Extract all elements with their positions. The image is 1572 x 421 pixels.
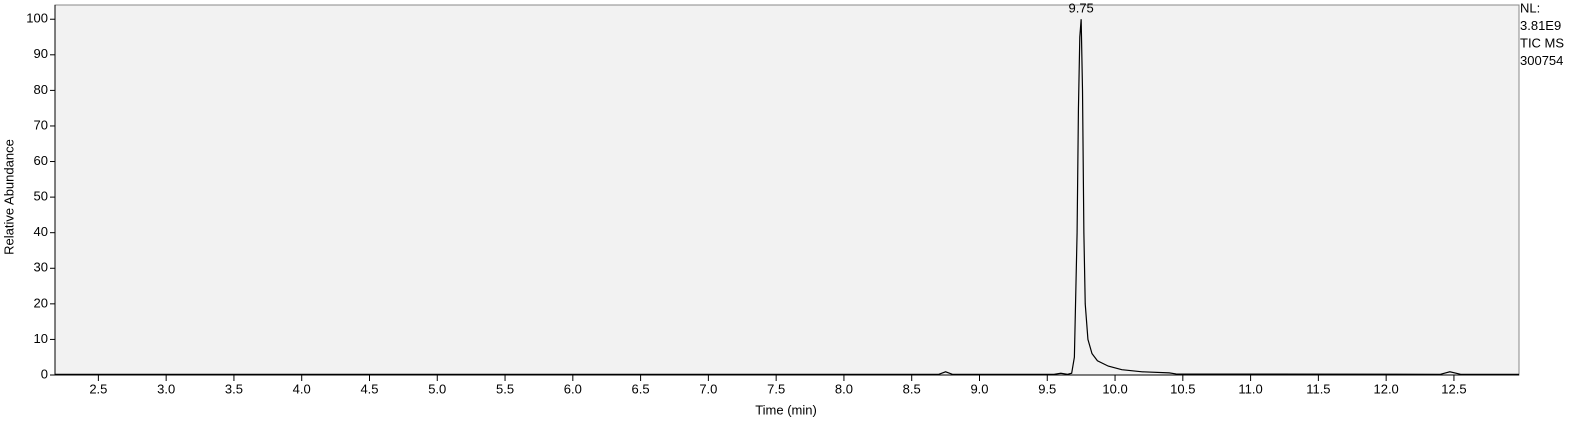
x-tick-label: 9.0 — [970, 381, 988, 396]
y-tick-label: 70 — [34, 117, 48, 132]
side-info: 300754 — [1520, 53, 1563, 68]
x-tick-label: 12.0 — [1373, 381, 1398, 396]
x-tick-label: 9.5 — [1038, 381, 1056, 396]
y-tick-label: 100 — [26, 11, 48, 26]
x-tick-label: 6.5 — [632, 381, 650, 396]
x-tick-label: 6.0 — [564, 381, 582, 396]
x-tick-label: 5.0 — [428, 381, 446, 396]
x-tick-label: 12.5 — [1441, 381, 1466, 396]
y-tick-label: 20 — [34, 295, 48, 310]
x-tick-label: 8.0 — [835, 381, 853, 396]
x-tick-label: 2.5 — [89, 381, 107, 396]
y-tick-label: 10 — [34, 331, 48, 346]
x-tick-label: 11.0 — [1238, 381, 1262, 396]
side-info: 3.81E9 — [1520, 18, 1561, 33]
x-tick-label: 5.5 — [496, 381, 514, 396]
x-tick-label: 10.5 — [1170, 381, 1195, 396]
y-tick-label: 60 — [34, 153, 48, 168]
x-tick-label: 7.5 — [767, 381, 785, 396]
side-info: NL: — [1520, 0, 1540, 15]
y-axis-label: Relative Abundance — [1, 139, 16, 255]
side-info: TIC MS — [1520, 35, 1564, 50]
y-tick-label: 40 — [34, 224, 48, 239]
y-tick-label: 0 — [41, 366, 48, 381]
x-tick-label: 8.5 — [903, 381, 921, 396]
y-tick-label: 50 — [34, 189, 48, 204]
y-tick-label: 30 — [34, 260, 48, 275]
peak-label: 9.75 — [1068, 1, 1093, 16]
x-tick-label: 4.0 — [293, 381, 311, 396]
x-tick-label: 11.5 — [1306, 381, 1330, 396]
x-tick-label: 3.0 — [157, 381, 175, 396]
trace — [55, 19, 1519, 375]
y-tick-label: 90 — [34, 46, 48, 61]
x-axis-label: Time (min) — [755, 402, 817, 417]
x-tick-label: 4.5 — [360, 381, 378, 396]
x-tick-label: 10.0 — [1102, 381, 1127, 396]
y-tick-label: 80 — [34, 82, 48, 97]
plot-area — [54, 4, 1520, 376]
x-tick-label: 7.0 — [699, 381, 717, 396]
x-tick-label: 3.5 — [225, 381, 243, 396]
